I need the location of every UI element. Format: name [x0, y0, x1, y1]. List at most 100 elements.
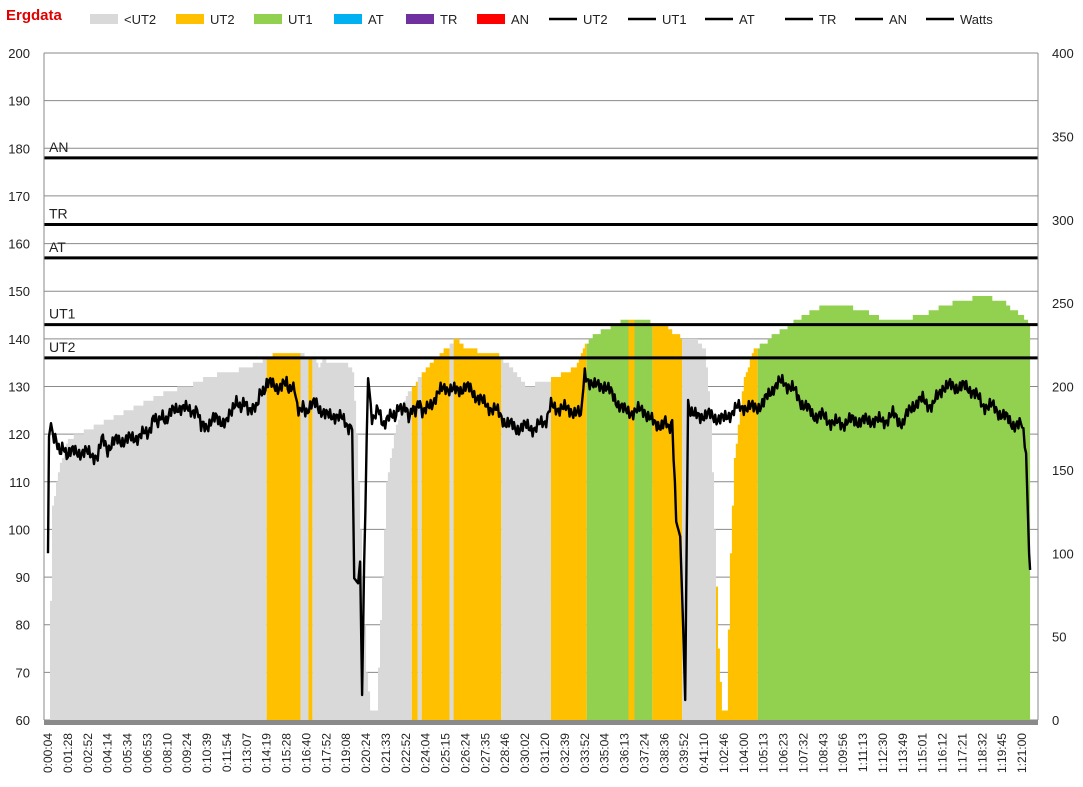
zone-area-ut2 [652, 324, 683, 720]
x-tick-label: 0:33:52 [578, 733, 592, 773]
legend-swatch-tr [406, 14, 434, 24]
x-axis-bar [44, 720, 1038, 725]
x-tick-label: 1:17:21 [955, 733, 969, 773]
y-right-tick-label: 250 [1052, 296, 1074, 311]
y-left-tick-label: 130 [8, 380, 30, 395]
x-tick-label: 0:05:34 [121, 733, 135, 773]
x-tick-label: 0:08:10 [160, 733, 174, 773]
zone-area-ut1 [757, 296, 1031, 720]
y-left-tick-label: 90 [16, 570, 30, 585]
x-tick-label: 0:35:04 [598, 733, 612, 773]
y-axis-right: 0 50 100 150 200 250 300 350 400 [1052, 46, 1074, 728]
y-right-tick-label: 400 [1052, 46, 1074, 61]
zone-area-ut2 [411, 377, 418, 720]
legend-label: AT [368, 12, 384, 27]
axes [43, 53, 1039, 725]
zone-area-ut2 [48, 357, 267, 720]
x-axis: 0:00:04 0:01:28 0:02:52 0:04:14 0:05:34 0:06:… [41, 733, 1029, 773]
zone-area-ut2 [682, 338, 716, 720]
legend-label: <UT2 [124, 12, 156, 27]
legend-label: AN [889, 12, 907, 27]
x-tick-label: 0:20:24 [359, 733, 373, 773]
y-left-tick-label: 160 [8, 237, 30, 252]
x-tick-label: 1:06:23 [777, 733, 791, 773]
x-tick-label: 0:10:39 [200, 733, 214, 773]
threshold-label-ut1: UT1 [49, 306, 76, 322]
x-tick-label: 0:06:53 [140, 733, 154, 773]
x-tick-label: 0:26:24 [458, 733, 472, 773]
legend-label: UT1 [288, 12, 313, 27]
zone-areas [48, 296, 1031, 720]
x-tick-label: 1:07:32 [796, 733, 810, 773]
zone-area-ut1 [586, 319, 629, 720]
legend-label: UT2 [583, 12, 608, 27]
y-right-tick-label: 150 [1052, 463, 1074, 478]
legend-label: UT1 [662, 12, 687, 27]
y-right-tick-label: 200 [1052, 380, 1074, 395]
zone-area-ut2 [501, 357, 551, 720]
threshold-label-at: AT [49, 239, 66, 255]
zone-area-ut2 [715, 348, 758, 720]
y-right-tick-label: 300 [1052, 213, 1074, 228]
x-tick-label: 1:02:46 [717, 733, 731, 773]
x-tick-label: 0:39:52 [677, 733, 691, 773]
zone-area-ut2 [550, 343, 587, 720]
legend-label: Watts [960, 12, 993, 27]
x-tick-label: 0:22:52 [399, 733, 413, 773]
y-left-tick-label: 180 [8, 141, 30, 156]
y-left-tick-label: 140 [8, 332, 30, 347]
legend-swatch-ut1 [254, 14, 282, 24]
x-tick-label: 1:12:30 [876, 733, 890, 773]
x-tick-label: 0:27:35 [478, 733, 492, 773]
x-tick-label: 1:16:12 [936, 733, 950, 773]
threshold-label-tr: TR [49, 206, 68, 222]
y-left-tick-label: 200 [8, 46, 30, 61]
zone-area-ut2 [308, 357, 313, 720]
legend-swatch-an [477, 14, 505, 24]
zone-area-ut2 [300, 353, 309, 720]
x-tick-label: 0:21:33 [379, 733, 393, 773]
y-right-tick-label: 100 [1052, 546, 1074, 561]
zone-area-ut2 [628, 319, 635, 720]
zone-area-ut2 [449, 338, 454, 720]
x-tick-label: 0:31:20 [538, 733, 552, 773]
threshold-label-ut2: UT2 [49, 339, 76, 355]
threshold-label-an: AN [49, 139, 68, 155]
zone-area-ut2 [417, 372, 422, 720]
x-tick-label: 0:09:24 [180, 733, 194, 773]
legend: <UT2 UT2 UT1 AT TR AN UT2 UT1 AT TR AN Watts [90, 12, 993, 27]
x-tick-label: 1:05:13 [757, 733, 771, 773]
zone-area-ut2 [312, 357, 412, 720]
legend-label: TR [440, 12, 457, 27]
legend-label: UT2 [210, 12, 235, 27]
x-tick-label: 0:32:39 [558, 733, 572, 773]
x-tick-label: 0:13:07 [240, 733, 254, 773]
x-tick-label: 1:15:01 [916, 733, 930, 773]
legend-label: AT [739, 12, 755, 27]
x-tick-label: 0:15:28 [280, 733, 294, 773]
legend-swatch-ut2 [90, 14, 118, 24]
y-axis-left: 60 70 80 90 100 110 120 130 140 150 160 170 180 190 20… [8, 46, 30, 728]
x-tick-label: 1:04:00 [737, 733, 751, 773]
y-left-tick-label: 190 [8, 94, 30, 109]
y-left-tick-label: 120 [8, 427, 30, 442]
y-left-tick-label: 100 [8, 522, 30, 537]
y-left-tick-label: 60 [16, 713, 30, 728]
x-tick-label: 0:16:40 [299, 733, 313, 773]
x-tick-label: 0:19:08 [339, 733, 353, 773]
x-tick-label: 0:41:10 [697, 733, 711, 773]
y-right-tick-label: 50 [1052, 630, 1066, 645]
legend-swatch-at [334, 14, 362, 24]
x-tick-label: 0:24:04 [419, 733, 433, 773]
x-tick-label: 1:13:49 [896, 733, 910, 773]
zone-area-ut2 [453, 338, 502, 720]
x-tick-label: 0:11:54 [220, 733, 234, 772]
legend-swatch-ut2 [176, 14, 204, 24]
y-left-tick-label: 110 [9, 475, 30, 490]
app-title: Ergdata [6, 7, 63, 24]
x-tick-label: 0:14:19 [260, 733, 274, 773]
x-tick-label: 1:09:56 [836, 733, 850, 773]
x-tick-label: 0:25:15 [439, 733, 453, 773]
x-tick-label: 0:02:52 [81, 733, 95, 773]
x-tick-label: 1:11:13 [856, 733, 870, 772]
